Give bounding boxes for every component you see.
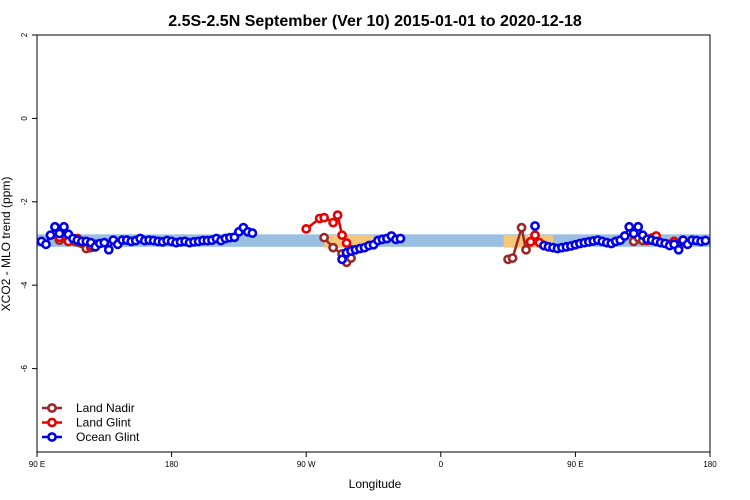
chart-title: 2.5S-2.5N September (Ver 10) 2015-01-01 … xyxy=(168,13,582,30)
ocean-glint-point xyxy=(41,239,51,250)
land-glint-point xyxy=(328,217,339,228)
ocean-glint-point xyxy=(530,221,540,231)
ocean-glint-point xyxy=(628,228,639,239)
ocean-glint-point xyxy=(59,221,69,232)
legend-label-ocean-glint: Ocean Glint xyxy=(76,430,140,444)
land-glint-point xyxy=(332,210,343,221)
land-nadir-point xyxy=(328,242,339,253)
ocean-glint-point xyxy=(633,221,644,232)
land-glint-point xyxy=(337,230,347,241)
x-tick-label: 180 xyxy=(703,460,717,469)
land-nadir-point xyxy=(516,222,527,233)
ocean-glint-point xyxy=(624,221,635,232)
y-tick-label: -6 xyxy=(20,364,29,372)
legend-label-land-nadir: Land Nadir xyxy=(76,401,135,415)
land-nadir-point xyxy=(521,244,531,255)
x-tick-label: 90 W xyxy=(297,460,316,469)
x-tick-label: 90 E xyxy=(567,460,583,469)
ocean-glint-point xyxy=(45,230,56,241)
plot-area: 90 E 180 90 W 0 90 E 180 2 0 -2 -4 -6 xyxy=(20,32,717,469)
ocean-glint-point xyxy=(673,244,684,255)
ocean-glint-point xyxy=(50,221,60,232)
x-tick-label: 180 xyxy=(165,460,179,469)
land-nadir-point xyxy=(507,253,518,263)
land-glint-point xyxy=(530,230,540,241)
ocean-glint-point xyxy=(395,233,406,244)
legend-label-land-glint: Land Glint xyxy=(76,416,131,430)
legend-marker-land-glint xyxy=(47,417,57,428)
ocean-glint-point xyxy=(54,228,65,239)
y-tick-label: -4 xyxy=(20,281,29,289)
ocean-glint-point xyxy=(337,254,347,265)
ocean-glint-point xyxy=(103,244,114,255)
y-tick-label: 0 xyxy=(20,116,29,121)
land-glint-point xyxy=(341,238,352,248)
land-glint-point xyxy=(319,212,330,223)
ocean-glint-point xyxy=(247,228,258,238)
plot-frame xyxy=(36,34,711,453)
y-tick-label: 2 xyxy=(20,32,29,37)
land-glint-point xyxy=(525,236,536,247)
legend-marker-land-nadir xyxy=(47,403,57,413)
ocean-glint-point xyxy=(700,235,711,246)
y-tick-label: -2 xyxy=(20,198,29,206)
x-tick-label: 0 xyxy=(439,460,444,469)
land-glint-point xyxy=(301,224,312,234)
legend-marker-ocean-glint xyxy=(47,432,57,442)
x-tick-label: 90 E xyxy=(29,460,45,469)
ocean-glint-point xyxy=(619,231,630,241)
land-nadir-point xyxy=(319,232,330,243)
y-axis-label: XCO2 - MLO trend (ppm) xyxy=(0,177,13,312)
ocean-glint-point xyxy=(99,237,110,248)
x-axis-label: Longitude xyxy=(349,477,402,491)
